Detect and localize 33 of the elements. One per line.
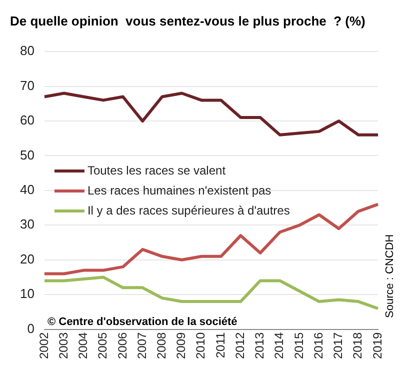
x-tick-label: 2002: [36, 332, 51, 360]
x-tick-label: 2005: [96, 332, 110, 360]
y-tick-label: 10: [20, 286, 34, 302]
x-tick-label: 2009: [174, 332, 188, 360]
y-tick-label: 30: [20, 216, 34, 232]
x-tick-label: 2015: [292, 332, 306, 360]
x-tick-label: 2016: [311, 332, 326, 360]
x-tick-label: 2003: [56, 332, 70, 360]
x-tick-label: 2018: [350, 332, 365, 360]
x-tick-label: 2007: [134, 332, 149, 360]
y-tick-label: 70: [20, 78, 34, 93]
legend-label: Les races humaines n'existent pas: [87, 183, 272, 198]
x-tick-label: 2014: [272, 332, 286, 360]
legend-label: Toutes les races se valent: [87, 163, 226, 178]
y-tick-label: 50: [20, 147, 34, 162]
x-tick-label: 2013: [252, 332, 267, 360]
chart-title: De quelle opinion vous sentez-vous le plus proche ? (%): [10, 13, 366, 28]
x-tick-label: 2008: [154, 332, 168, 360]
x-tick-label: 2017: [331, 332, 346, 360]
x-tick-label: 2011: [213, 332, 228, 358]
x-tick-label: 2012: [232, 332, 247, 360]
x-tick-label: 2019: [370, 332, 384, 360]
y-tick-label: 80: [20, 43, 34, 58]
y-tick-label: 0: [27, 320, 34, 336]
x-tick-label: 2004: [76, 332, 90, 360]
annotation: © Centre d'observation de la société: [47, 316, 238, 328]
y-tick-label: 40: [20, 182, 34, 198]
y-tick-label: 60: [20, 112, 34, 128]
legend-label: Il y a des races supérieures à d'autres: [87, 203, 290, 218]
x-tick-label: 2006: [115, 332, 130, 360]
x-tick-label: 2010: [194, 332, 208, 360]
source-note: Source : CNCDH: [384, 234, 396, 318]
y-tick-label: 20: [20, 251, 34, 266]
